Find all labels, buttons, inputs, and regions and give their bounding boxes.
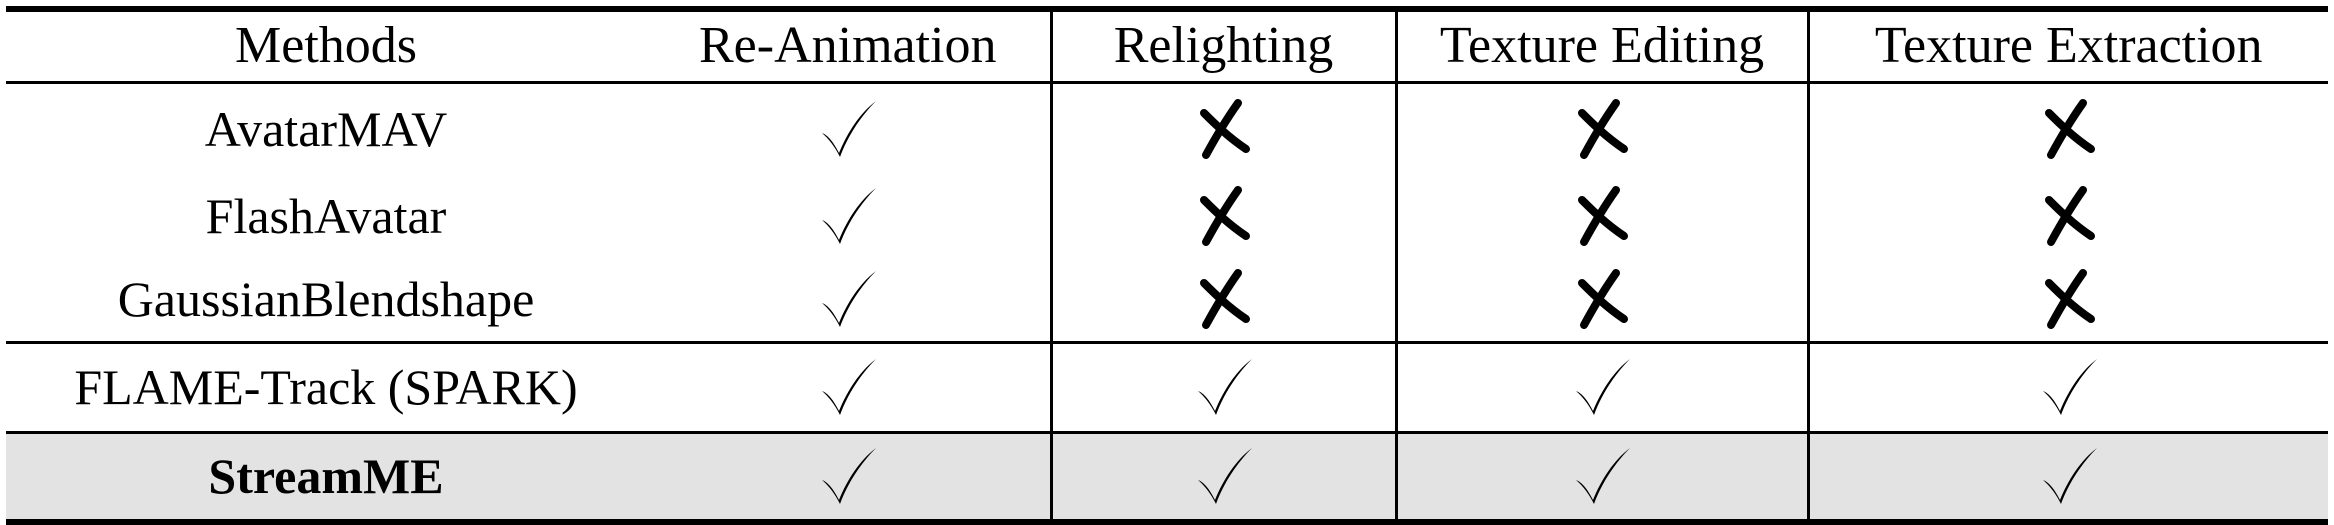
method-name: GaussianBlendshape: [117, 271, 535, 328]
cell-texture-editing: [1394, 174, 1808, 258]
check-icon: [2037, 355, 2101, 419]
cell-relighting: [1049, 432, 1396, 522]
comparison-table-container: Methods Re-Animation Relighting Texture …: [6, 6, 2328, 525]
table-row: FlashAvatar: [6, 174, 2328, 258]
cell-re-animation: [646, 258, 1051, 342]
cell-texture-extraction: [1806, 174, 2328, 258]
table-row: AvatarMAV: [6, 82, 2328, 174]
cross-icon: [2037, 184, 2101, 248]
header-texture-extraction: Texture Extraction: [1806, 9, 2328, 82]
header-texture-editing: Texture Editing: [1394, 9, 1808, 82]
method-name: AvatarMAV: [204, 100, 448, 157]
cell-re-animation: [646, 82, 1051, 174]
comparison-table: Methods Re-Animation Relighting Texture …: [6, 6, 2328, 525]
check-icon: [1192, 444, 1256, 508]
cell-texture-editing: [1394, 82, 1808, 174]
header-methods: Methods: [235, 17, 417, 75]
cross-icon: [2037, 267, 2101, 331]
cell-relighting: [1049, 174, 1396, 258]
method-name: FlashAvatar: [205, 188, 447, 244]
cell-texture-extraction: [1806, 432, 2328, 522]
cell-re-animation: [646, 432, 1051, 522]
cell-texture-extraction: [1806, 82, 2328, 174]
cross-icon: [1192, 184, 1256, 248]
header-relighting: Relighting: [1049, 9, 1396, 82]
cross-icon: [1570, 97, 1634, 161]
check-icon: [2037, 444, 2101, 508]
cell-relighting: [1049, 258, 1396, 342]
header-re-animation: Re-Animation: [698, 17, 997, 75]
cross-icon: [1570, 267, 1634, 331]
table-row: FLAME-Track (SPARK): [6, 342, 2328, 432]
cross-icon: [1192, 97, 1256, 161]
cell-re-animation: [646, 174, 1051, 258]
cross-icon: [1192, 267, 1256, 331]
cell-texture-editing: [1394, 432, 1808, 522]
check-icon: [816, 444, 880, 508]
cell-texture-editing: [1394, 342, 1808, 432]
check-icon: [816, 267, 880, 331]
cell-texture-extraction: [1806, 258, 2328, 342]
cell-texture-editing: [1394, 258, 1808, 342]
check-icon: [816, 97, 880, 161]
check-icon: [1570, 444, 1634, 508]
cell-relighting: [1049, 342, 1396, 432]
table-row-highlighted: StreamME: [6, 432, 2328, 522]
cross-icon: [1570, 184, 1634, 248]
check-icon: [1192, 355, 1256, 419]
method-name: StreamME: [208, 448, 444, 505]
table-row: GaussianBlendshape: [6, 258, 2328, 342]
method-name: FLAME-Track (SPARK): [74, 359, 578, 415]
cross-icon: [2037, 97, 2101, 161]
check-icon: [1570, 355, 1634, 419]
check-icon: [816, 184, 880, 248]
cell-texture-extraction: [1806, 342, 2328, 432]
header-row: Methods Re-Animation Relighting Texture …: [6, 9, 2328, 82]
cell-relighting: [1049, 82, 1396, 174]
check-icon: [816, 355, 880, 419]
cell-re-animation: [646, 342, 1051, 432]
